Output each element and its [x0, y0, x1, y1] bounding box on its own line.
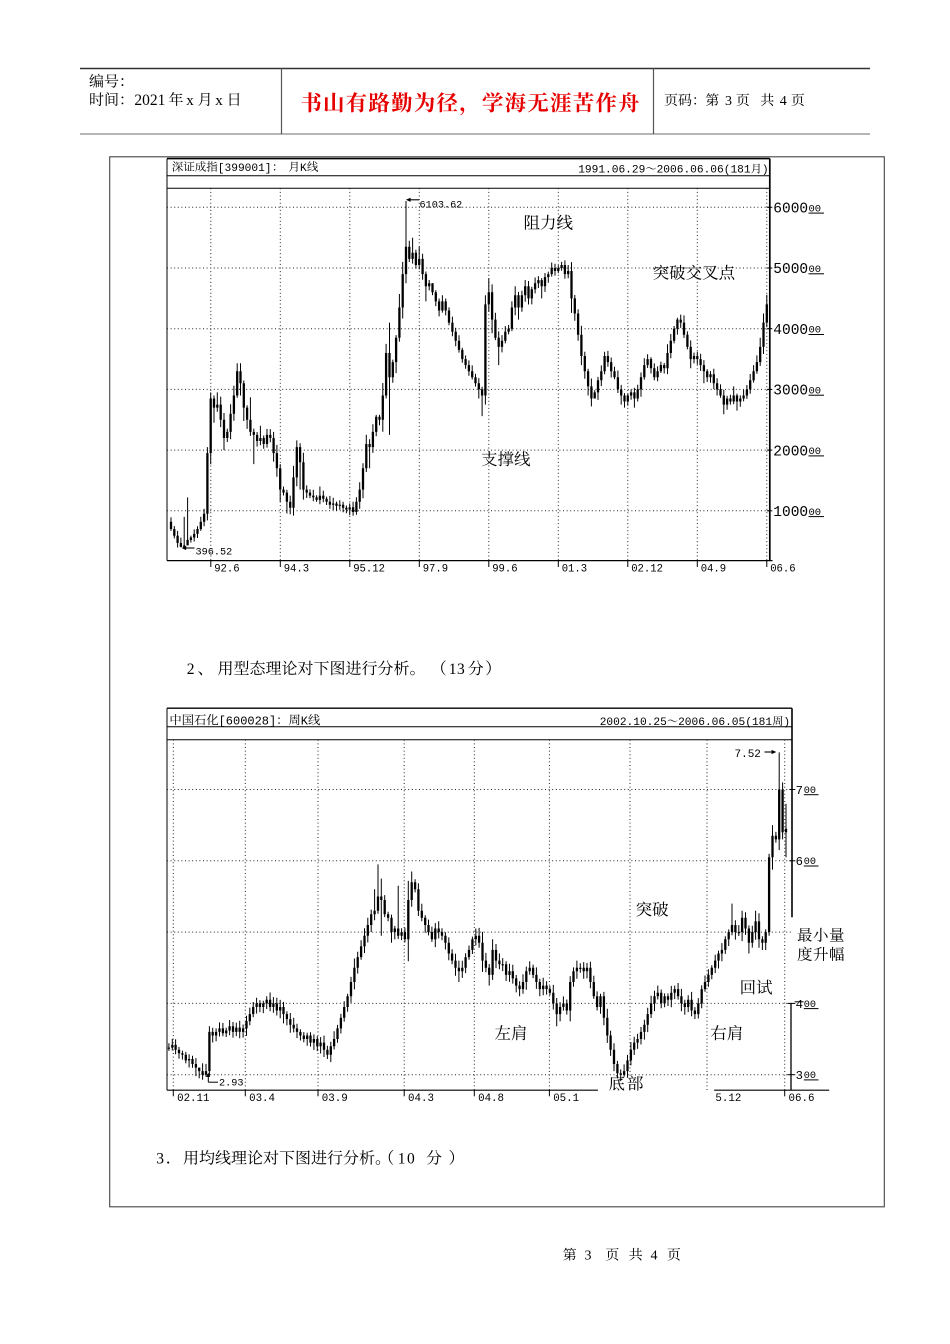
svg-text:4000: 4000 [773, 323, 808, 339]
svg-text:06.6: 06.6 [770, 563, 795, 575]
svg-text:3: 3 [725, 94, 732, 109]
svg-text:3: 3 [156, 1151, 164, 1168]
svg-text:6103.62: 6103.62 [420, 201, 463, 212]
svg-text:): ) [783, 717, 790, 729]
svg-text:[399001]: [399001] [218, 163, 272, 175]
svg-text:06.6: 06.6 [789, 1093, 815, 1105]
svg-text:05.1: 05.1 [553, 1093, 579, 1105]
svg-text:4: 4 [796, 998, 803, 1012]
svg-text:1000: 1000 [773, 505, 808, 521]
svg-text:10: 10 [398, 1151, 417, 1168]
svg-text:[600028]: [600028] [219, 714, 277, 728]
svg-text:2006.06.06(181: 2006.06.06(181 [657, 165, 751, 177]
svg-text:x: x [186, 93, 194, 109]
svg-text:00: 00 [809, 385, 822, 397]
svg-text:): ) [762, 165, 769, 177]
svg-text:00: 00 [804, 857, 816, 868]
svg-text:00: 00 [804, 1000, 816, 1011]
svg-text:6000: 6000 [773, 202, 808, 218]
svg-text:00: 00 [809, 507, 822, 519]
svg-text:95.12: 95.12 [353, 563, 385, 575]
svg-text:02.11: 02.11 [177, 1093, 209, 1105]
svg-text:04.9: 04.9 [701, 563, 726, 575]
svg-text:94.3: 94.3 [284, 563, 309, 575]
svg-text:00: 00 [809, 446, 822, 458]
svg-text:04.3: 04.3 [408, 1093, 434, 1105]
svg-text:04.8: 04.8 [478, 1093, 504, 1105]
svg-text:13: 13 [449, 661, 466, 678]
svg-text:97.9: 97.9 [423, 563, 448, 575]
svg-text:2021: 2021 [134, 92, 165, 109]
svg-text:00: 00 [804, 1071, 816, 1082]
svg-text:5000: 5000 [773, 262, 808, 278]
svg-text:396.52: 396.52 [196, 547, 233, 558]
svg-text:2.93: 2.93 [219, 1078, 243, 1089]
svg-text:00: 00 [809, 203, 822, 215]
svg-text:2002.10.25: 2002.10.25 [600, 717, 667, 729]
svg-text:2: 2 [187, 661, 195, 678]
svg-text:3: 3 [585, 1249, 592, 1264]
svg-text:00: 00 [804, 786, 816, 797]
svg-text:00: 00 [809, 325, 822, 337]
svg-text:4: 4 [651, 1249, 658, 1264]
svg-text:00: 00 [809, 264, 822, 276]
svg-text:1991.06.29: 1991.06.29 [578, 165, 645, 177]
svg-text:6: 6 [796, 855, 803, 869]
svg-text:7: 7 [796, 784, 803, 798]
svg-text:K: K [300, 163, 307, 175]
svg-text:2006.06.05(181: 2006.06.05(181 [678, 717, 772, 729]
svg-text:01.3: 01.3 [562, 563, 587, 575]
svg-text:3000: 3000 [773, 384, 808, 400]
svg-text:4: 4 [780, 94, 787, 109]
svg-text:02.12: 02.12 [631, 563, 663, 575]
svg-text:K: K [301, 714, 309, 728]
svg-text:03.4: 03.4 [249, 1093, 275, 1105]
svg-text:92.6: 92.6 [214, 563, 239, 575]
svg-text:5.12: 5.12 [715, 1093, 741, 1105]
svg-text:7.52: 7.52 [735, 749, 761, 761]
svg-text:03.9: 03.9 [322, 1093, 348, 1105]
svg-text:2000: 2000 [773, 444, 808, 460]
svg-text:3: 3 [796, 1069, 803, 1083]
svg-text:x: x [215, 93, 223, 109]
svg-text:99.6: 99.6 [492, 563, 517, 575]
